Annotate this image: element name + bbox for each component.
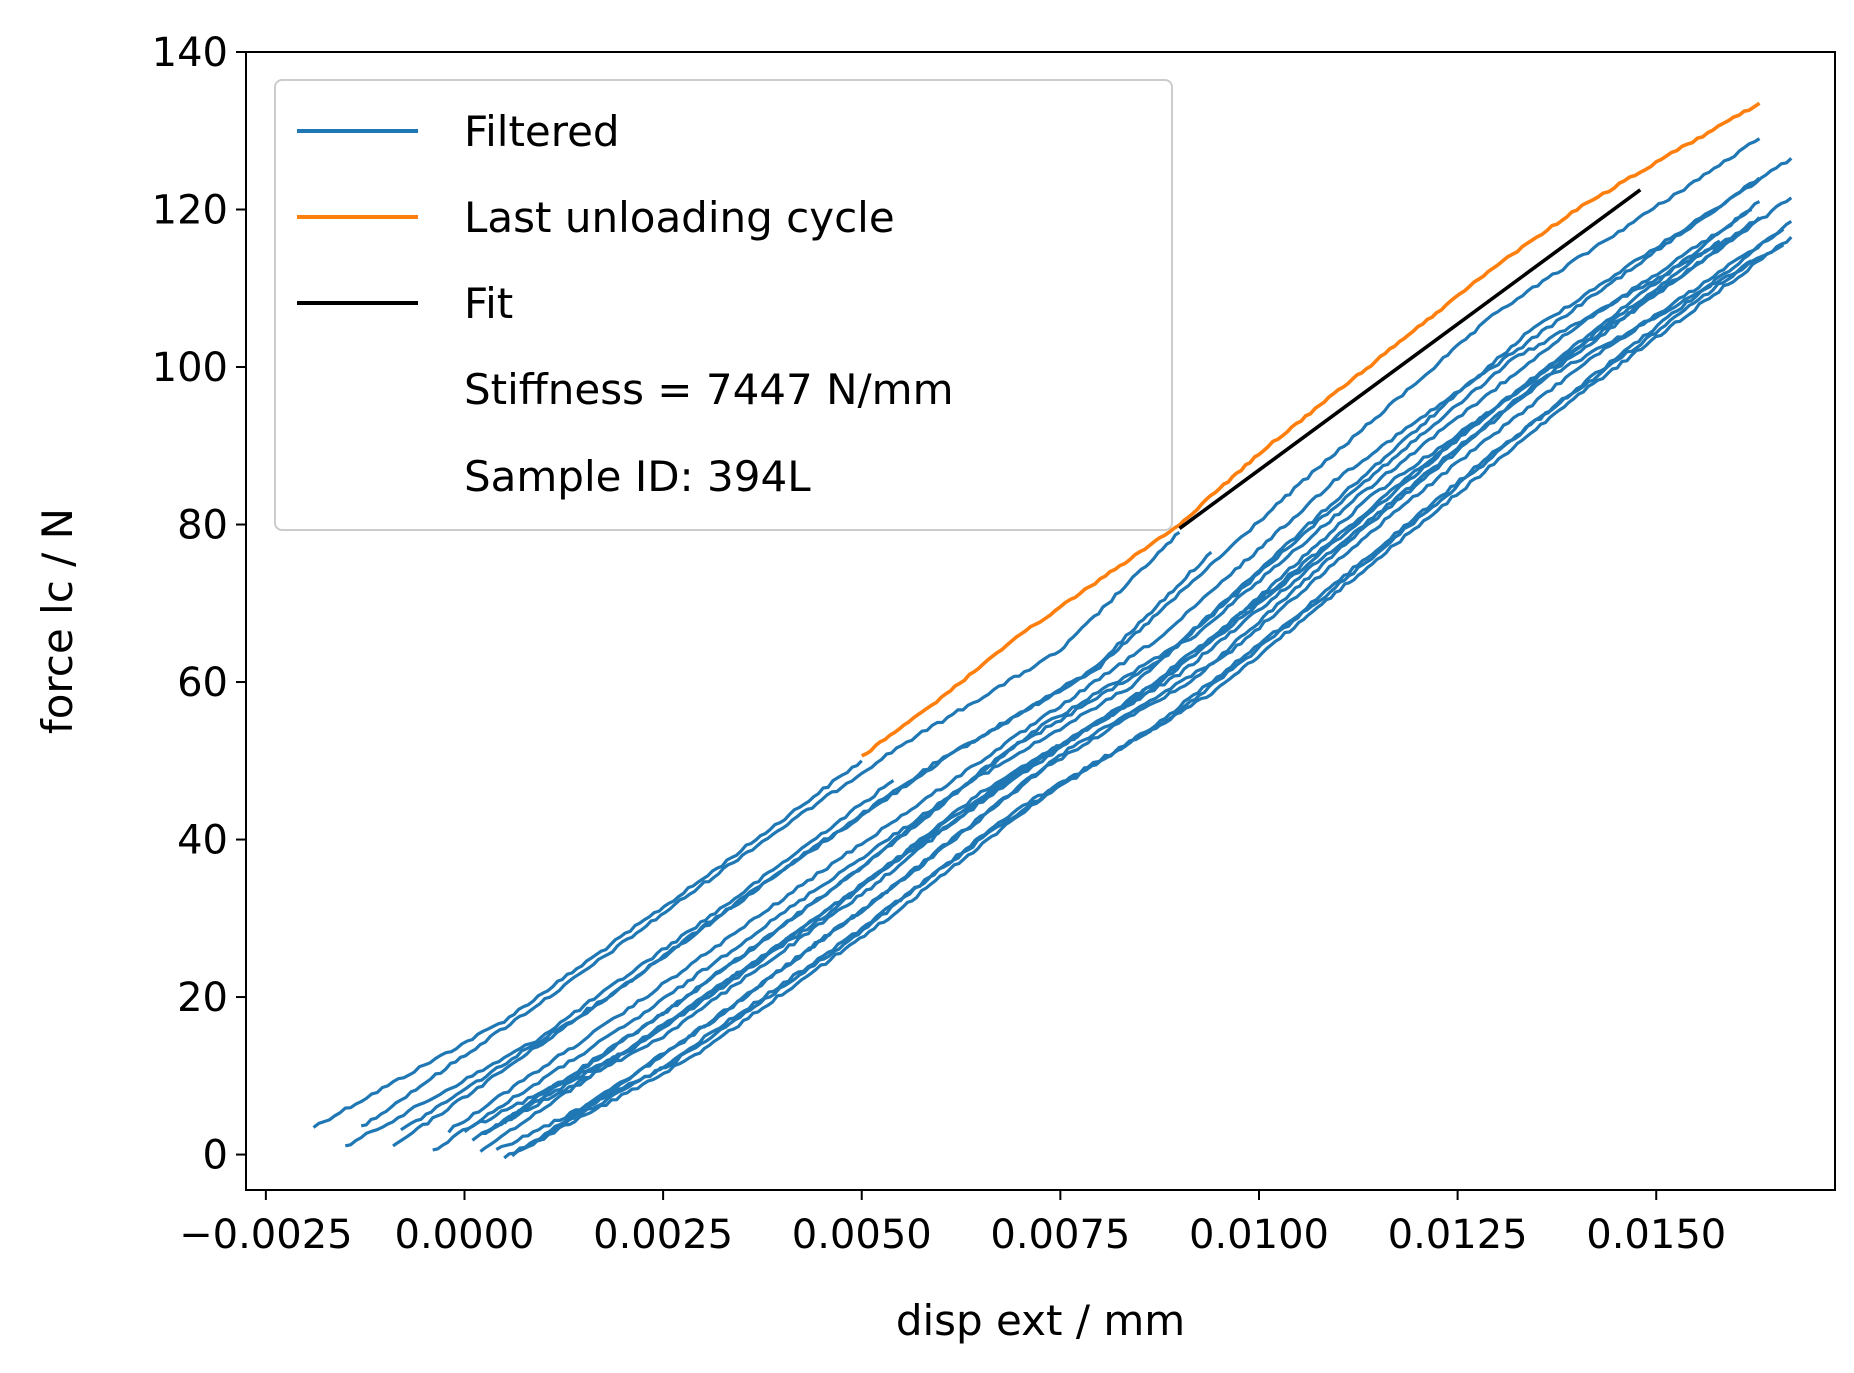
filtered-curve-3-loading [447, 176, 1761, 1134]
x-tick-label: 0.0050 [792, 1212, 932, 1258]
y-tick-label: 40 [177, 818, 228, 864]
y-axis: 0 20 40 60 80 100 120 140 [152, 30, 246, 1179]
filtered-curve-1-loading [360, 531, 1181, 1128]
last-unloading-cycle-line [860, 101, 1761, 758]
filtered-curve-5-unloading [511, 236, 1793, 1158]
filtered-curve-7-loading [503, 208, 1753, 1125]
y-tick-label: 100 [152, 345, 228, 391]
x-axis: −0.0025 0.0000 0.0025 0.0050 0.0075 0.0100 0.0… [179, 1190, 1726, 1258]
x-tick-label: 0.0125 [1388, 1212, 1528, 1258]
filtered-curve-8-loading [471, 239, 1721, 1142]
filtered-curve-7-unloading [535, 227, 1785, 1143]
y-tick-label: 0 [203, 1133, 228, 1179]
plot-frame [245, 51, 1836, 1191]
y-tick-label: 140 [152, 30, 228, 76]
filtered-curve-4-loading [463, 200, 1761, 1133]
y-axis-label: force lc / N [33, 508, 82, 734]
x-tick-label: 0.0000 [395, 1212, 535, 1258]
y-tick-label: 20 [177, 975, 228, 1021]
x-tick-label: −0.0025 [179, 1212, 352, 1258]
plot-layer [312, 101, 1793, 1160]
filtered-curve-2-loading [400, 137, 1761, 1132]
legend-label-fit: Fit [464, 279, 513, 328]
filtered-curve-0-loading [312, 759, 863, 1129]
x-tick-label: 0.0150 [1586, 1212, 1726, 1258]
filtered-curve-0-unloading [345, 779, 895, 1148]
legend-label-sample-id: Sample ID: 394L [464, 452, 811, 501]
legend-label-stiffness: Stiffness = 7447 N/mm [464, 365, 953, 414]
y-tick-label: 60 [177, 660, 228, 706]
x-tick-label: 0.0100 [1189, 1212, 1329, 1258]
legend-box [274, 79, 1173, 531]
filtered-curve-8-unloading [503, 259, 1753, 1160]
fit-line [1178, 188, 1642, 530]
legend: Filtered Last unloading cycle Fit Stiffn… [274, 79, 1173, 531]
legend-label-last-unloading-cycle: Last unloading cycle [464, 193, 895, 242]
x-tick-label: 0.0025 [593, 1212, 733, 1258]
x-axis-label: disp ext / mm [896, 1296, 1185, 1345]
y-tick-label: 80 [177, 503, 228, 549]
legend-label-filtered: Filtered [464, 107, 620, 156]
x-tick-label: 0.0075 [990, 1212, 1130, 1258]
filtered-curve-2-unloading [432, 157, 1793, 1152]
y-tick-label: 120 [152, 188, 228, 234]
